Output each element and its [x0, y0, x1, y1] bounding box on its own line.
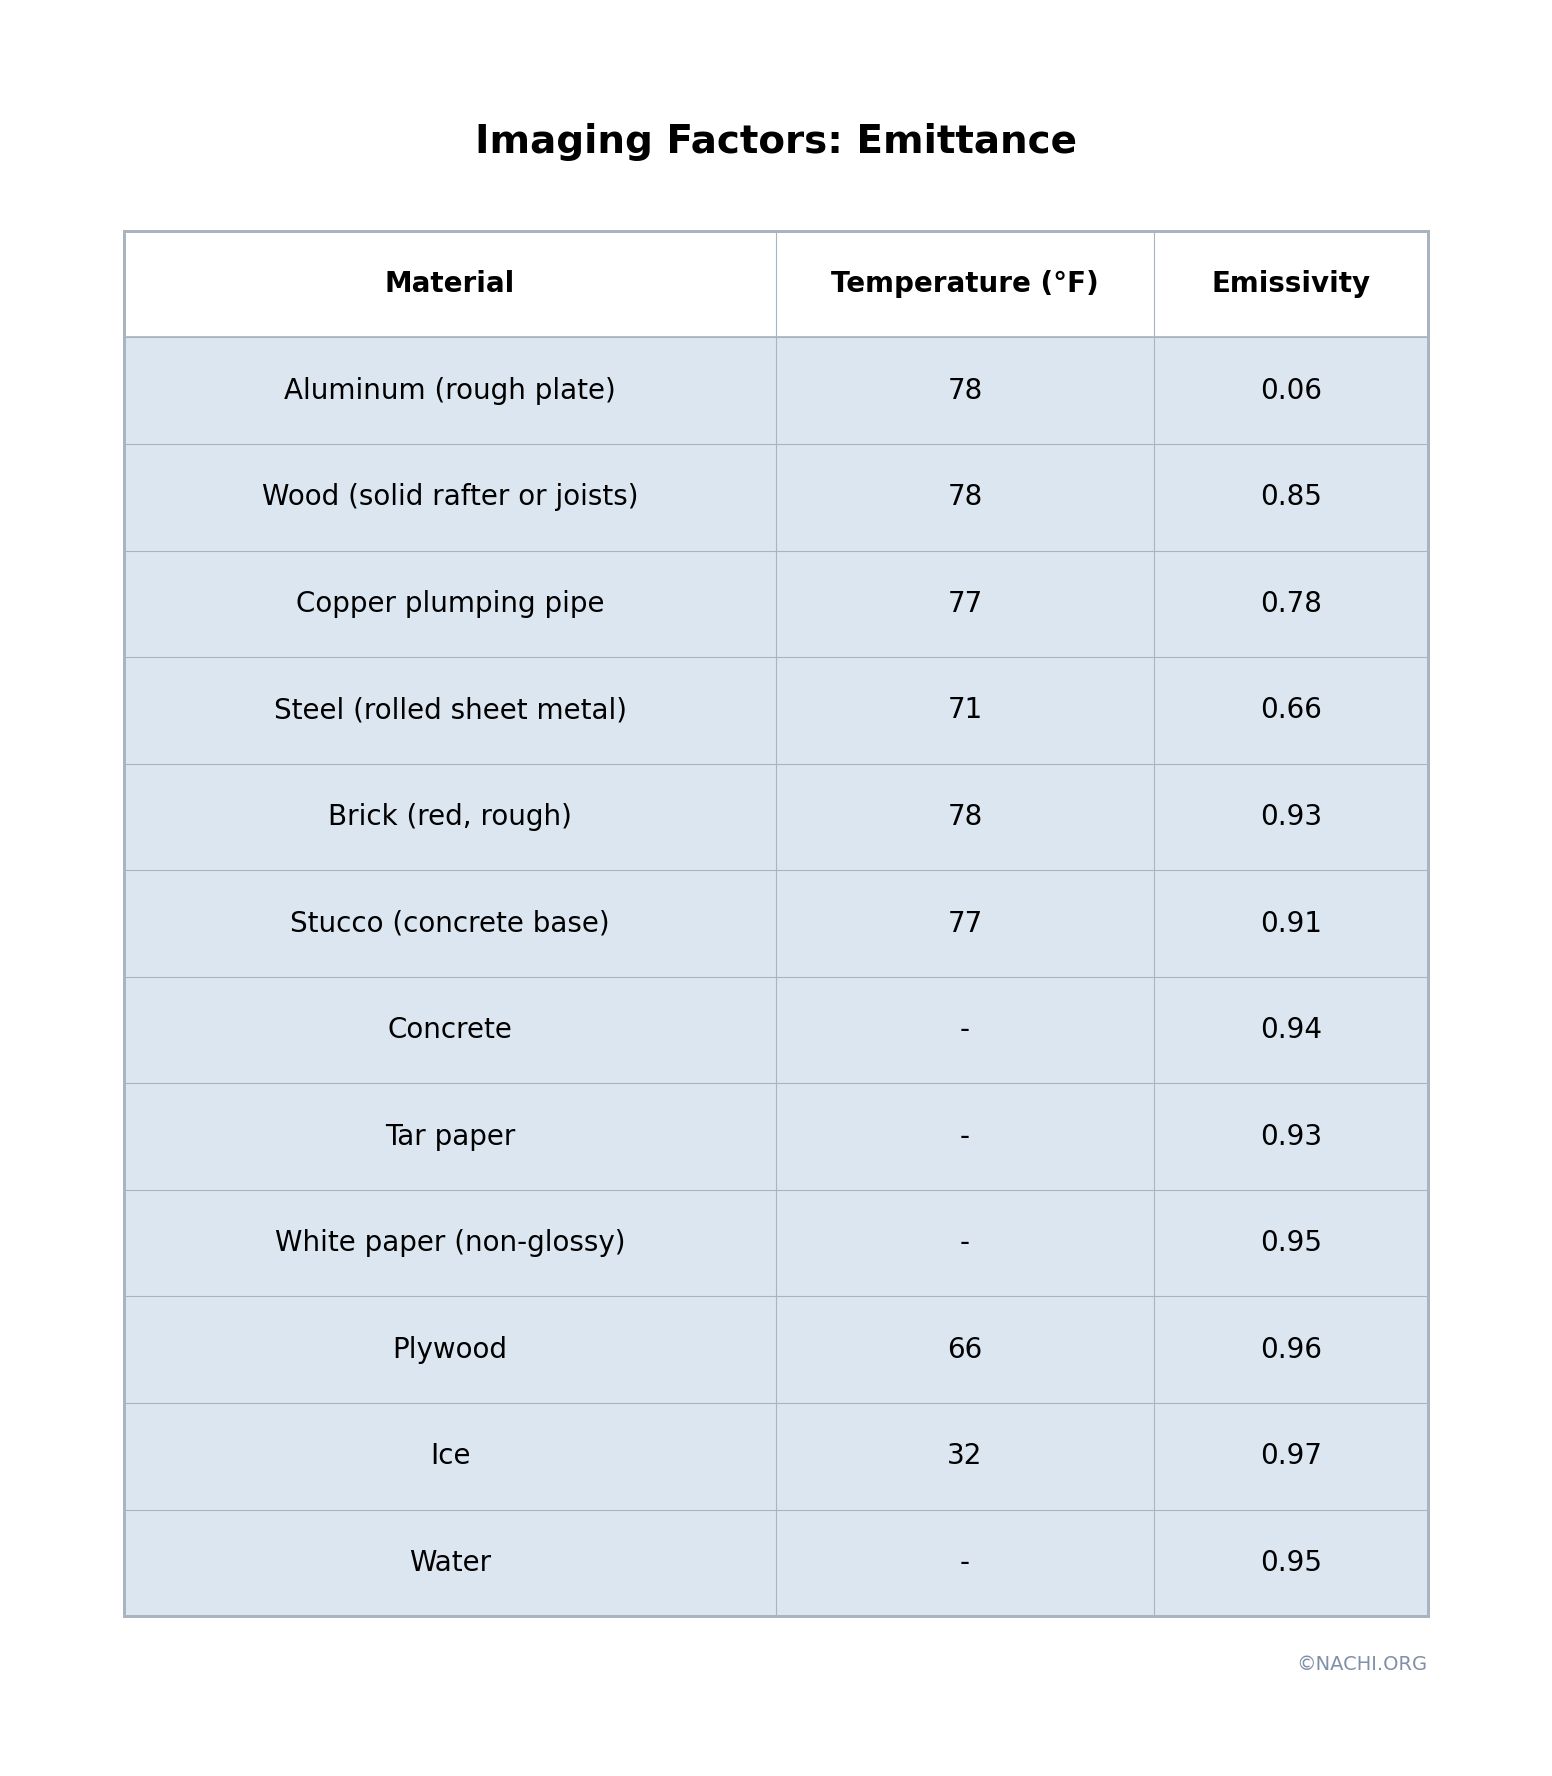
Text: Brick (red, rough): Brick (red, rough)	[327, 803, 573, 831]
Text: ©NACHI.ORG: ©NACHI.ORG	[1297, 1655, 1428, 1675]
Text: 0.94: 0.94	[1260, 1016, 1322, 1044]
Text: 0.06: 0.06	[1260, 377, 1322, 405]
Text: 0.78: 0.78	[1260, 590, 1322, 618]
Text: 0.97: 0.97	[1260, 1442, 1322, 1471]
Text: 0.93: 0.93	[1260, 1122, 1322, 1151]
Text: Water: Water	[410, 1549, 490, 1577]
Text: Copper plumping pipe: Copper plumping pipe	[296, 590, 604, 618]
Text: 32: 32	[947, 1442, 982, 1471]
Text: Temperature (°F): Temperature (°F)	[832, 270, 1099, 298]
Text: -: -	[961, 1229, 970, 1257]
Text: Material: Material	[385, 270, 515, 298]
Text: 0.91: 0.91	[1260, 909, 1322, 938]
Text: Plywood: Plywood	[393, 1336, 508, 1364]
Text: 0.66: 0.66	[1260, 696, 1322, 725]
Text: Aluminum (rough plate): Aluminum (rough plate)	[284, 377, 616, 405]
Text: White paper (non-glossy): White paper (non-glossy)	[275, 1229, 625, 1257]
Text: 71: 71	[947, 696, 982, 725]
Text: 0.95: 0.95	[1260, 1549, 1322, 1577]
Text: 77: 77	[947, 909, 982, 938]
Text: Stucco (concrete base): Stucco (concrete base)	[290, 909, 610, 938]
Text: 0.93: 0.93	[1260, 803, 1322, 831]
Text: -: -	[961, 1122, 970, 1151]
Text: Tar paper: Tar paper	[385, 1122, 515, 1151]
Text: 0.85: 0.85	[1260, 483, 1322, 511]
Text: 78: 78	[947, 377, 982, 405]
Text: 0.96: 0.96	[1260, 1336, 1322, 1364]
Text: 78: 78	[947, 483, 982, 511]
Text: Emissivity: Emissivity	[1212, 270, 1370, 298]
Text: -: -	[961, 1016, 970, 1044]
Text: 78: 78	[947, 803, 982, 831]
Text: Steel (rolled sheet metal): Steel (rolled sheet metal)	[273, 696, 627, 725]
Text: -: -	[961, 1549, 970, 1577]
Text: 66: 66	[947, 1336, 982, 1364]
Text: Concrete: Concrete	[388, 1016, 512, 1044]
Text: 77: 77	[947, 590, 982, 618]
Text: Ice: Ice	[430, 1442, 470, 1471]
Text: Imaging Factors: Emittance: Imaging Factors: Emittance	[475, 123, 1077, 162]
Text: 0.95: 0.95	[1260, 1229, 1322, 1257]
Text: Wood (solid rafter or joists): Wood (solid rafter or joists)	[262, 483, 638, 511]
